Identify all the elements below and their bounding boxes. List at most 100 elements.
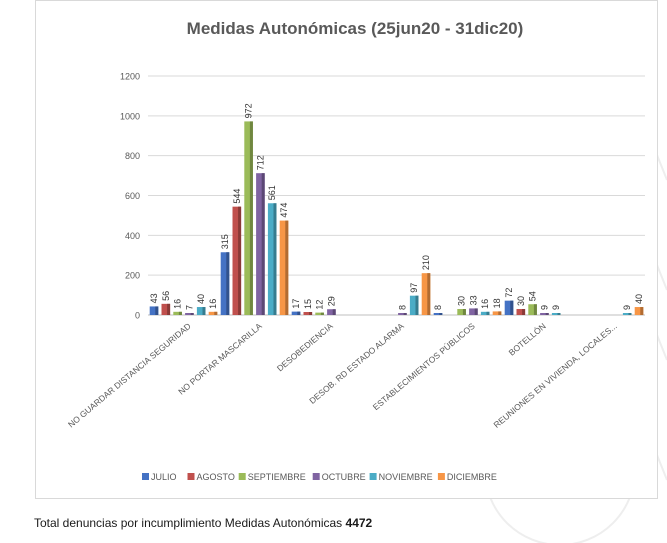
bar (480, 311, 490, 315)
legend-swatch (187, 473, 195, 480)
bar-shade (190, 313, 194, 315)
data-label: 561 (267, 185, 277, 200)
y-tick-label: 600 (125, 191, 140, 201)
data-label: 8 (397, 305, 407, 310)
bar-shade (640, 307, 644, 315)
bar (279, 220, 289, 315)
y-tick-label: 1200 (120, 72, 140, 82)
bar (291, 311, 301, 315)
legend-label: OCTUBRE (322, 472, 366, 482)
data-label: 8 (433, 305, 443, 310)
data-label: 72 (504, 288, 514, 298)
bar (469, 308, 478, 315)
data-label: 9 (551, 305, 561, 310)
bar (540, 313, 549, 315)
data-label: 30 (457, 296, 467, 306)
legend-label: SEPTIEMBRE (248, 472, 306, 482)
data-label: 54 (528, 291, 538, 301)
bar-shade (415, 295, 419, 315)
data-label: 33 (468, 295, 478, 305)
data-label: 43 (149, 293, 159, 303)
chart-title: Medidas Autonómicas (25jun20 - 31dic20) (187, 19, 524, 38)
bar-shade (545, 313, 549, 315)
bar-shade (510, 300, 514, 315)
bar-shade (462, 309, 466, 315)
bar-shade (474, 308, 478, 315)
bar-shade (427, 273, 431, 315)
bar-shade (214, 311, 218, 315)
y-tick-label: 200 (125, 271, 140, 281)
bar-shade (238, 206, 242, 315)
bar (149, 306, 159, 315)
bar (551, 313, 561, 315)
data-label: 16 (173, 299, 183, 309)
x-tick-label: NO PORTAR MASCARILLA (176, 321, 264, 397)
bar (492, 311, 502, 315)
caption-total: 4472 (345, 516, 373, 530)
bar (208, 311, 218, 315)
bar-shade (332, 309, 336, 315)
bar (256, 173, 265, 315)
bar (196, 307, 206, 315)
bar (185, 313, 194, 315)
bar-shade (522, 309, 526, 315)
bar (409, 295, 419, 315)
bar (433, 313, 443, 315)
data-label: 17 (291, 299, 301, 309)
bar-shade (533, 304, 537, 315)
bar-shade (628, 313, 632, 315)
bar (220, 252, 230, 315)
data-label: 544 (232, 189, 242, 204)
data-label: 16 (208, 299, 218, 309)
bar-shade (261, 173, 265, 315)
bar (315, 312, 324, 315)
bar-shade (309, 312, 313, 315)
data-label: 315 (220, 234, 230, 249)
bar-shade (273, 203, 277, 315)
bar-shade (202, 307, 206, 315)
caption-text: Total denuncias por incumplimiento Medid… (34, 516, 346, 530)
bar-shade (486, 311, 490, 315)
data-label: 40 (634, 294, 644, 304)
data-label: 18 (492, 298, 502, 308)
bar-shade (320, 312, 324, 315)
bar (457, 309, 466, 315)
bar (634, 307, 644, 315)
legend-label: JULIO (151, 472, 177, 482)
bar-chart: Medidas Autonómicas (25jun20 - 31dic20) … (66, 19, 645, 482)
legend-swatch (369, 473, 377, 480)
legend: JULIO AGOSTO SEPTIEMBRE OCTUBRE NOVIEMBRE DIC… (142, 472, 497, 482)
x-tick-label: NO GUARDAR DISTANCIA SEGURIDAD (66, 321, 193, 430)
data-label: 16 (480, 299, 490, 309)
y-tick-label: 1000 (120, 111, 140, 121)
legend-swatch (437, 473, 445, 480)
x-tick-label: REUNIONES EN VIVIENDA, LOCALES... (492, 321, 619, 430)
bar-shade (297, 311, 301, 315)
bar-shade (249, 121, 253, 315)
bar (398, 313, 407, 315)
data-label: 97 (409, 283, 419, 293)
legend-swatch (142, 473, 149, 480)
legend-label: DICIEMBRE (447, 472, 497, 482)
chart-area (35, 0, 658, 499)
bar-shade (167, 303, 171, 315)
data-label: 972 (244, 103, 254, 118)
legend-swatch (312, 473, 320, 480)
y-tick-label: 0 (135, 311, 140, 321)
data-label: 712 (255, 155, 265, 170)
legend-label: AGOSTO (197, 472, 235, 482)
x-tick-label: BOTELLÓN (507, 321, 548, 358)
bar (161, 303, 171, 315)
data-label: 56 (161, 291, 171, 301)
data-label: 40 (196, 294, 206, 304)
data-label: 9 (539, 305, 549, 310)
data-label: 7 (184, 305, 194, 310)
bar-shade (226, 252, 230, 315)
data-label: 12 (315, 300, 325, 310)
bar (516, 309, 526, 315)
data-label: 9 (622, 305, 632, 310)
y-tick-label: 400 (125, 231, 140, 241)
bar (232, 206, 242, 315)
bar-shade (439, 313, 443, 315)
bar-shade (155, 306, 159, 315)
